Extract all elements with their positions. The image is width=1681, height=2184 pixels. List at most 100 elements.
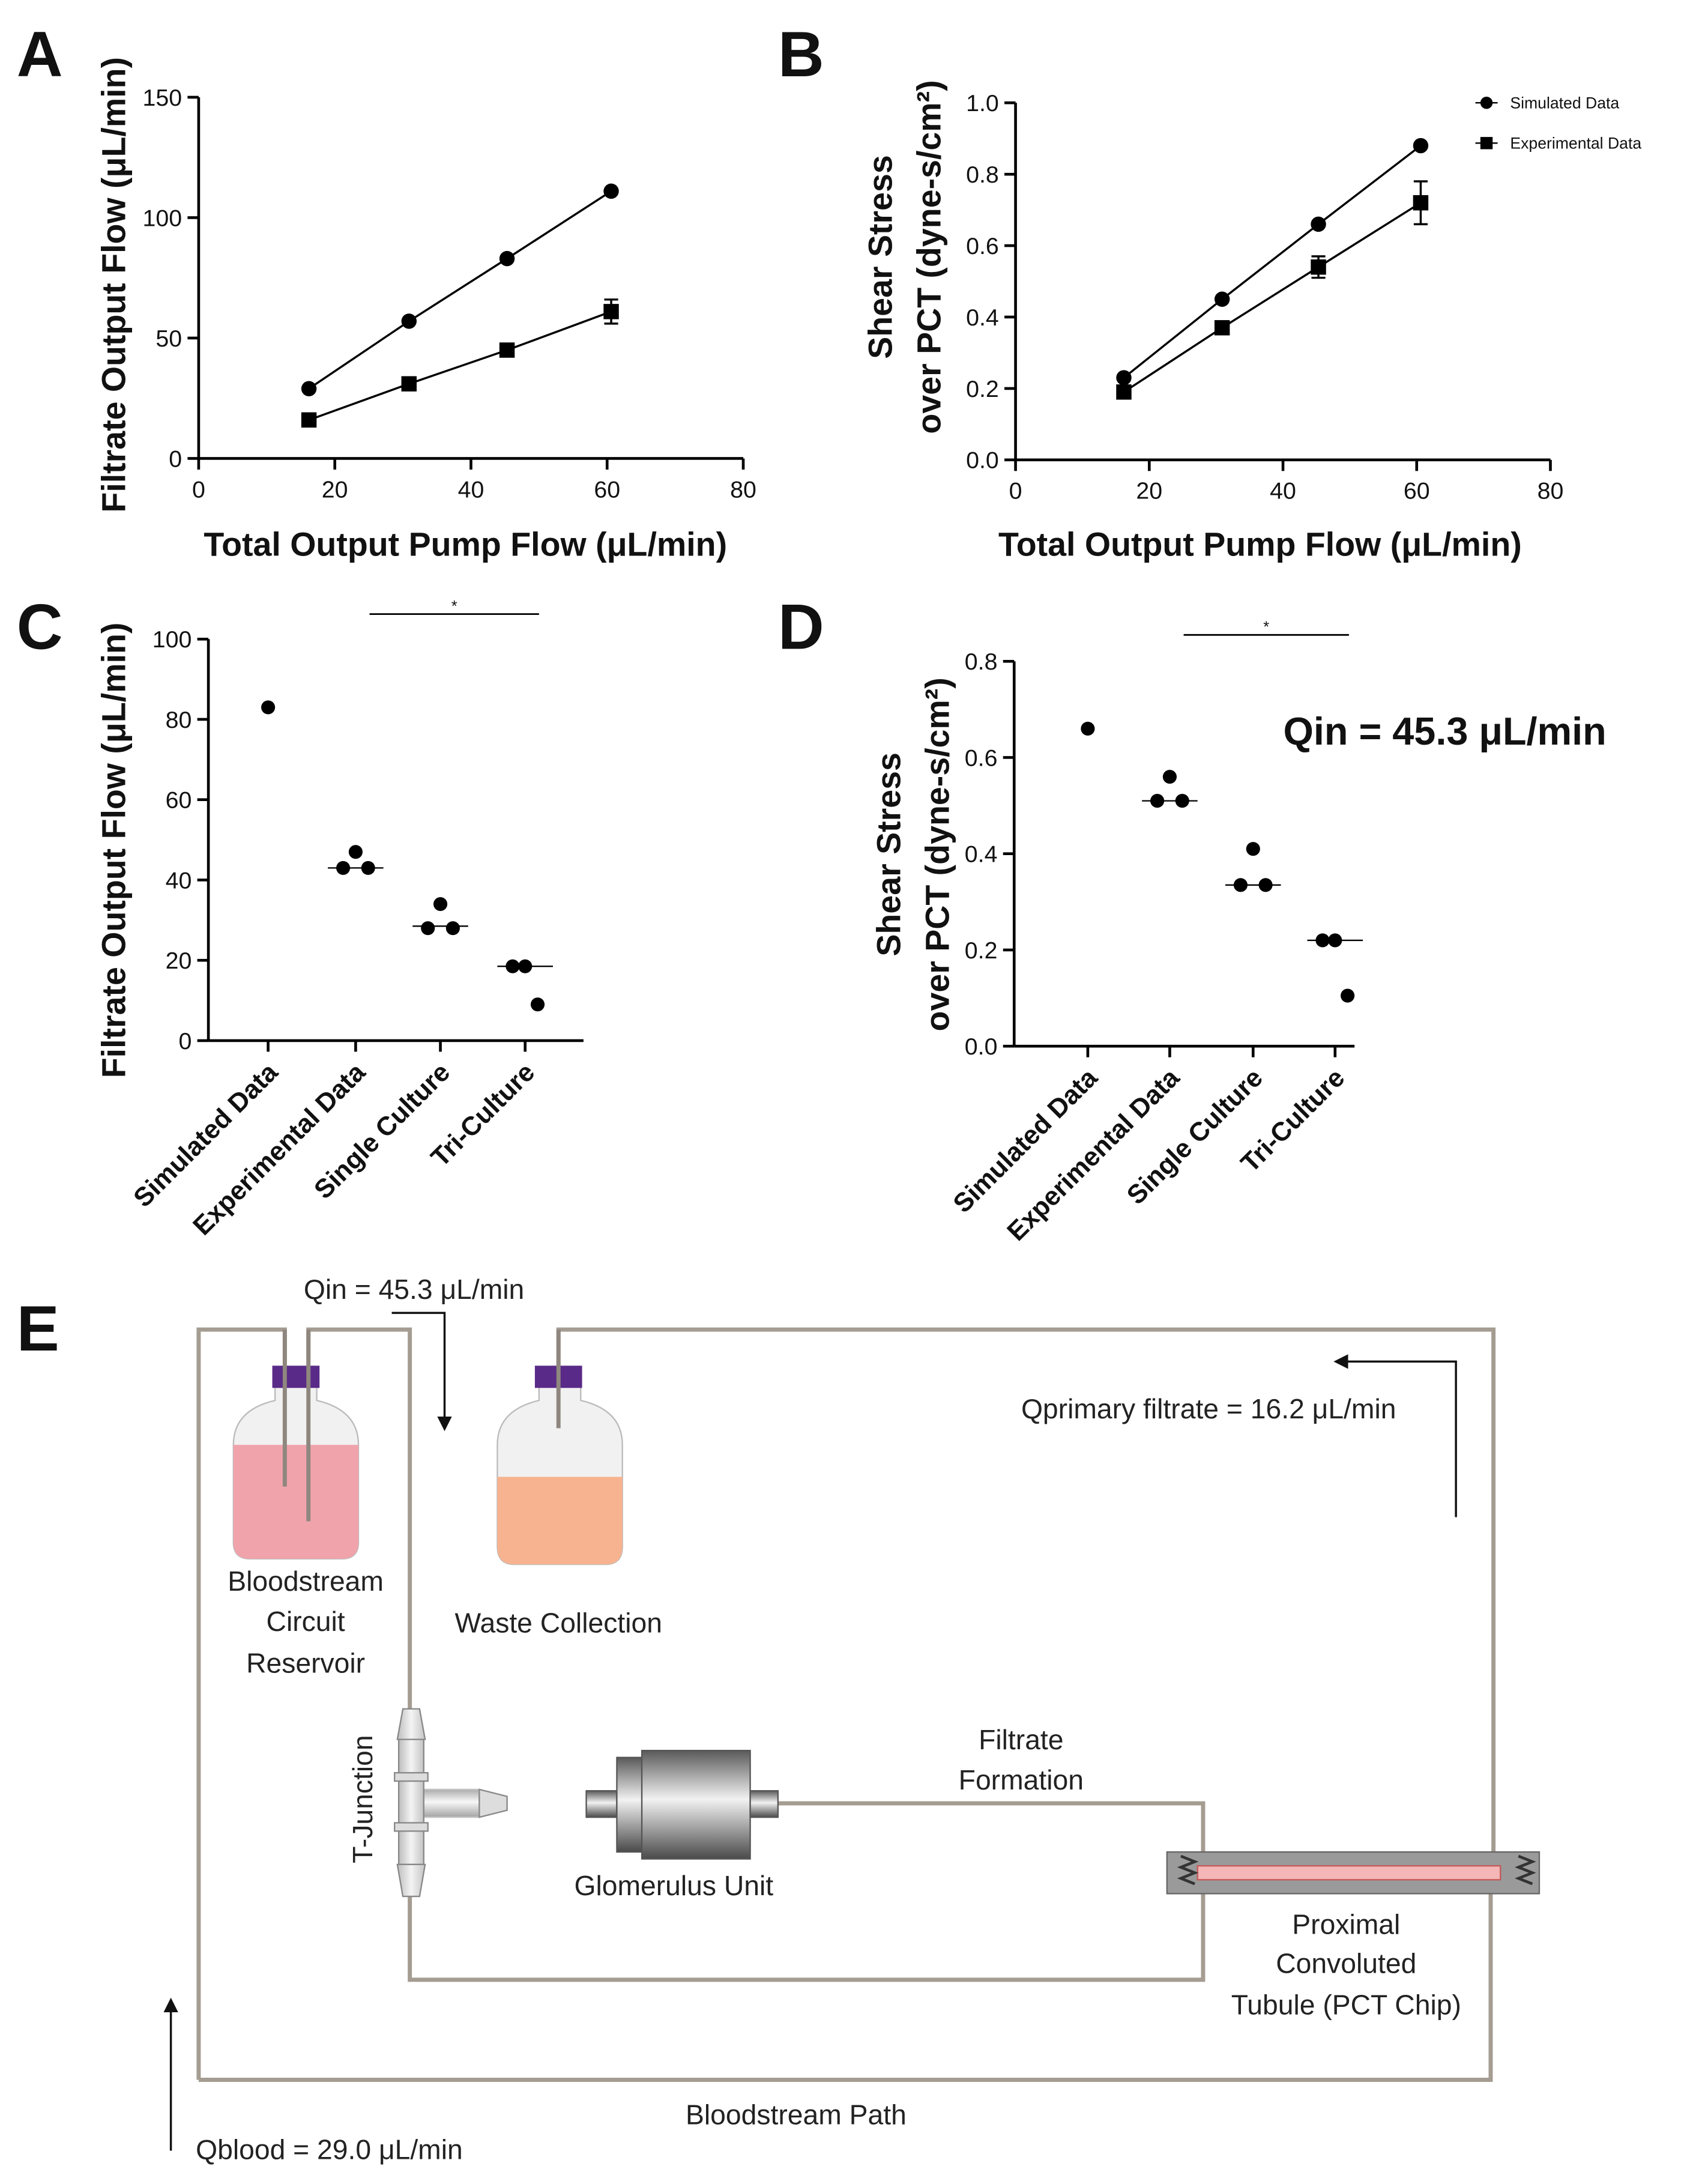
component-label: Waste Collection [455,1607,662,1638]
flow-arrow [1333,1354,1457,1517]
component-label: Bloodstream [228,1565,384,1597]
legend-marker [1480,97,1493,109]
t-junction [394,1708,508,1898]
point [421,921,435,936]
point [530,997,545,1012]
series-line [1123,202,1422,393]
point [261,700,276,715]
tube [777,1801,1206,1869]
marker [1311,216,1326,232]
significance-label: * [451,598,457,615]
diagram: E [17,1274,1541,2165]
panel-letter: B [778,19,824,90]
marker [1214,320,1230,336]
flow-label: Qin = 45.3 μL/min [304,1274,524,1305]
marker [1413,138,1429,154]
point [433,897,448,912]
y-tick-label: 80 [166,707,192,733]
glomerulus-unit [585,1749,779,1860]
y-axis-label: over PCT (dyne-s/cm²) [911,80,948,434]
x-tick-label: 60 [594,476,620,503]
y-tick-label: 100 [152,626,192,653]
y-tick-label: 150 [143,85,183,111]
marker [1214,291,1230,307]
y-tick-label: 60 [166,787,192,814]
component-label: Glomerulus Unit [574,1870,773,1901]
panel-letter: D [778,591,824,662]
panel-letter: E [17,1293,59,1364]
flow-arrow [391,1311,452,1432]
marker [301,412,317,428]
marker [603,183,619,199]
reservoir-bottle [232,1329,360,1560]
y-axis-label: Filtrate Output Flow (μL/min) [95,623,132,1078]
panel-letter: C [17,591,63,662]
y-tick-label: 0 [178,1028,192,1054]
series-line [1123,145,1422,379]
flow-label: Qblood = 29.0 μL/min [196,2134,463,2165]
y-tick-label: 0.6 [965,745,998,771]
y-tick-label: 20 [166,948,192,974]
waste-bottle [496,1329,623,1565]
x-tick-label: 20 [322,476,348,503]
y-tick-label: 50 [155,325,182,352]
point [1081,721,1095,736]
x-tick-label: 20 [1136,478,1162,504]
point [445,921,460,936]
series-line [308,190,612,390]
y-axis-label: Shear Stress [870,752,907,956]
point [1246,842,1260,856]
x-tick-label: Simulated Data [947,1063,1103,1219]
y-axis-label: Filtrate Output Flow (μL/min) [95,57,132,513]
component-label: T-Junction [347,1735,378,1863]
y-tick-label: 0.8 [966,162,999,188]
point [1162,769,1177,784]
marker [603,304,619,319]
y-axis-label: over PCT (dyne-s/cm²) [919,677,956,1031]
marker [1311,259,1326,275]
x-tick-label: 0 [192,476,205,503]
component-label: Formation [959,1764,1084,1795]
path-label: Bloodstream Path [686,2099,907,2131]
component-label: Filtrate [979,1724,1063,1755]
x-tick-label: 0 [1009,478,1022,504]
point [1341,988,1355,1003]
annotation: Qin = 45.3 μL/min [1284,709,1607,753]
y-tick-label: 0.0 [965,1033,998,1060]
y-tick-label: 0.8 [965,649,998,675]
x-axis-label: Total Output Pump Flow (μL/min) [204,525,727,563]
x-tick-label: 80 [730,476,756,503]
component-label: Reservoir [246,1648,365,1679]
y-tick-label: 0.4 [965,841,998,868]
y-tick-label: 40 [166,867,192,894]
x-tick-label: 40 [1270,478,1296,504]
y-tick-label: 100 [143,205,183,231]
legend-marker [1480,137,1493,150]
y-tick-label: 0.6 [966,233,999,259]
x-tick-label: 80 [1538,478,1564,504]
y-tick-label: 0.2 [965,937,998,964]
y-tick-label: 0.2 [966,376,999,402]
y-axis-label: Shear Stress [862,155,899,358]
x-tick-label: Simulated Data [128,1057,284,1213]
legend-label: Experimental Data [1510,135,1641,153]
marker [401,313,417,329]
component-label: Proximal [1292,1909,1400,1940]
marker [301,381,317,396]
x-axis-label: Total Output Pump Flow (μL/min) [998,525,1522,563]
tube [198,1882,1493,2082]
component-label: Convoluted [1276,1947,1416,1979]
component-label: Tubule (PCT Chip) [1231,1989,1461,2021]
y-tick-label: 1.0 [966,90,999,116]
marker [499,250,515,267]
x-tick-label: 60 [1404,478,1430,504]
marker [1116,370,1132,386]
panel-letter: A [17,19,63,90]
marker [401,376,417,392]
y-tick-label: 0 [169,446,182,472]
component-label: Circuit [267,1606,345,1637]
